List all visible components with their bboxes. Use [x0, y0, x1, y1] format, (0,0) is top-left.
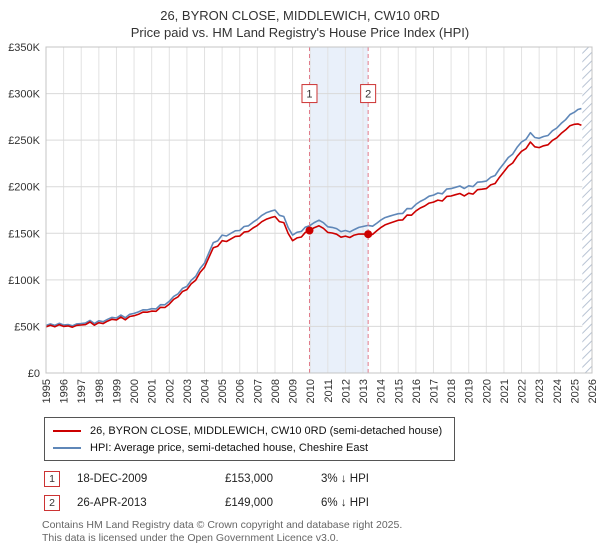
sale-annotation-2: 2 26-APR-2013 £149,000 6% ↓ HPI: [44, 495, 600, 511]
svg-text:2017: 2017: [428, 379, 440, 403]
svg-text:£100K: £100K: [8, 275, 40, 287]
sale-2-badge: 2: [44, 495, 60, 511]
svg-text:£300K: £300K: [8, 89, 40, 101]
svg-text:2016: 2016: [411, 379, 423, 403]
legend-label-hpi: HPI: Average price, semi-detached house,…: [90, 441, 369, 454]
y-axis-labels: £0 £50K £100K £150K £200K £250K £300K £350K: [8, 42, 40, 380]
sale-2-label-box: [360, 84, 377, 104]
x-axis-labels: 1995 1996 1997 1998 1999 2000 2001 2002 2003 2004…: [41, 379, 599, 403]
svg-text:2012: 2012: [340, 379, 352, 403]
price-paid-line: [45, 123, 582, 328]
license-footer: Contains HM Land Registry data © Crown c…: [42, 519, 600, 545]
sale-1-date: 18-DEC-2009: [77, 473, 148, 485]
footer-line-1: Contains HM Land Registry data © Crown c…: [42, 519, 403, 531]
svg-text:2008: 2008: [270, 379, 282, 403]
sale-1-label-number: 1: [306, 89, 312, 101]
chart-title-block: 26, BYRON CLOSE, MIDDLEWICH, CW10 0RD Pr…: [0, 0, 600, 41]
svg-text:2004: 2004: [200, 379, 212, 403]
footer-line-2: This data is licensed under the Open Gov…: [42, 532, 339, 544]
sale-2-price: £149,000: [225, 497, 273, 509]
sale-annotation-1: 1 18-DEC-2009 £153,000 3% ↓ HPI: [44, 471, 600, 487]
plot-border: [45, 46, 593, 374]
svg-text:1999: 1999: [111, 379, 123, 403]
svg-text:£250K: £250K: [8, 135, 40, 147]
svg-text:2002: 2002: [164, 379, 176, 403]
svg-text:£200K: £200K: [8, 182, 40, 194]
sale-1-point[interactable]: [305, 226, 314, 235]
svg-text:2021: 2021: [499, 379, 511, 403]
sale-1-hpi-delta: 3% ↓ HPI: [321, 473, 369, 485]
svg-text:1996: 1996: [59, 379, 71, 403]
svg-text:2018: 2018: [446, 379, 458, 403]
svg-text:£0: £0: [28, 368, 40, 380]
svg-text:2000: 2000: [129, 379, 141, 403]
svg-text:2007: 2007: [252, 379, 264, 403]
svg-text:2005: 2005: [217, 379, 229, 403]
svg-text:2022: 2022: [517, 379, 529, 403]
sale-2-point[interactable]: [364, 230, 373, 239]
svg-text:2011: 2011: [323, 379, 335, 403]
price-line-swatch: [53, 429, 81, 432]
svg-text:2006: 2006: [235, 379, 247, 403]
hpi-line: [45, 107, 582, 327]
future-hatch-region: [582, 47, 592, 373]
svg-text:2001: 2001: [147, 379, 159, 403]
svg-text:1997: 1997: [76, 379, 88, 403]
chart-legend: 26, BYRON CLOSE, MIDDLEWICH, CW10 0RD (s…: [44, 417, 456, 461]
svg-text:1995: 1995: [41, 379, 53, 403]
hpi-line-swatch: [53, 446, 81, 449]
svg-text:2026: 2026: [587, 379, 599, 403]
sale-1-price: £153,000: [225, 473, 273, 485]
horizontal-gridlines: [46, 46, 592, 374]
svg-text:2010: 2010: [305, 379, 317, 403]
price-history-chart: £0 £50K £100K £150K £200K £250K £300K £350K 1995…: [8, 42, 599, 403]
sale-1-label-box: [301, 84, 318, 104]
svg-text:£50K: £50K: [14, 321, 40, 333]
svg-text:2024: 2024: [552, 379, 564, 403]
sale-2-hpi-delta: 6% ↓ HPI: [321, 497, 369, 509]
legend-item-hpi: HPI: Average price, semi-detached house,…: [53, 439, 442, 456]
svg-text:£150K: £150K: [8, 228, 40, 240]
sale-annotations: 1 18-DEC-2009 £153,000 3% ↓ HPI 2 26-APR…: [44, 471, 600, 511]
svg-text:2003: 2003: [182, 379, 194, 403]
svg-text:2019: 2019: [464, 379, 476, 403]
svg-text:2013: 2013: [358, 379, 370, 403]
page-subtitle: Price paid vs. HM Land Registry's House …: [130, 25, 470, 40]
page-title: 26, BYRON CLOSE, MIDDLEWICH, CW10 0RD: [160, 8, 440, 23]
svg-text:2023: 2023: [534, 379, 546, 403]
svg-text:2025: 2025: [569, 379, 581, 403]
sale-2-label-number: 2: [365, 89, 371, 101]
svg-text:£350K: £350K: [8, 42, 40, 54]
svg-text:2009: 2009: [288, 379, 300, 403]
sale-1-badge: 1: [44, 471, 60, 487]
svg-text:2020: 2020: [481, 379, 493, 403]
legend-item-price-paid: 26, BYRON CLOSE, MIDDLEWICH, CW10 0RD (s…: [53, 422, 442, 439]
svg-text:2015: 2015: [393, 379, 405, 403]
sale-2-date: 26-APR-2013: [77, 497, 147, 509]
between-sales-band: [309, 47, 369, 373]
svg-text:1998: 1998: [94, 379, 106, 403]
svg-text:2014: 2014: [376, 379, 388, 403]
legend-label-price-paid: 26, BYRON CLOSE, MIDDLEWICH, CW10 0RD (s…: [90, 424, 443, 437]
